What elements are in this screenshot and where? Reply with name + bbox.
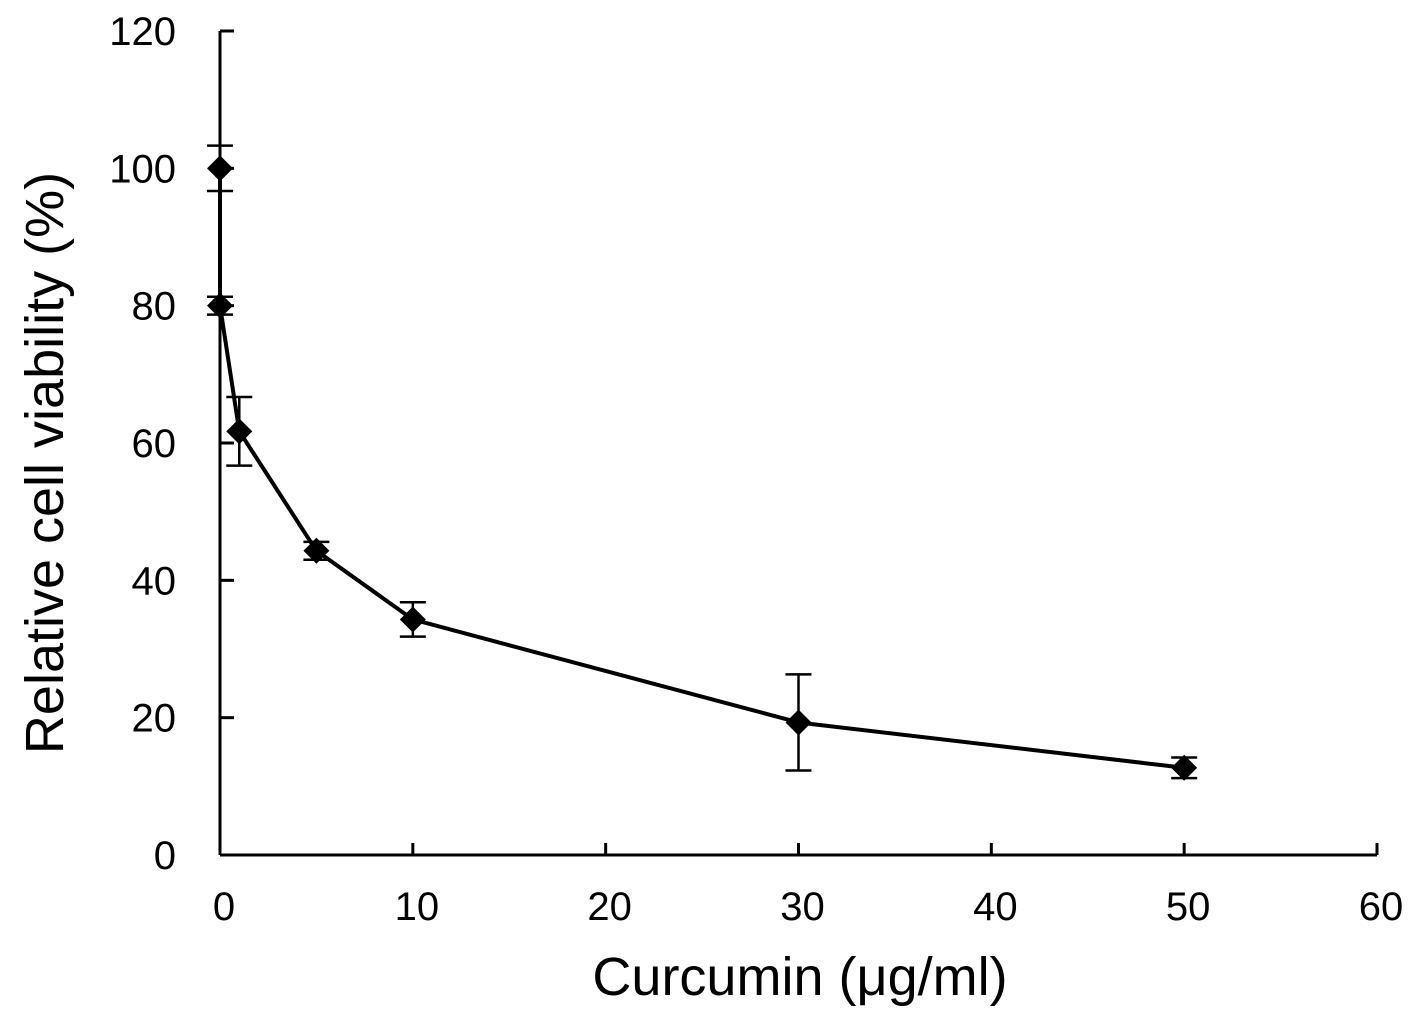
x-tick-label: 40 [973,885,1018,929]
data-point [1171,754,1198,781]
x-axis-title: Curcumin (μg/ml) [592,947,1007,1007]
y-tick-label: 0 [154,834,176,878]
y-tick-label: 20 [132,697,177,741]
y-tick-label: 60 [132,422,177,466]
data-point [226,418,253,445]
series-line-group [218,168,1185,770]
x-tick-label: 50 [1166,885,1211,929]
error-bars [207,144,1198,780]
series-line [218,168,1185,770]
x-tick-label: 0 [213,885,235,929]
x-tick-label: 20 [587,885,632,929]
data-point [303,537,330,564]
y-axis-title: Relative cell viability (%) [15,172,75,754]
markers [207,155,1198,781]
data-point [399,606,426,633]
data-point [207,155,233,182]
y-tick-label: 120 [109,10,176,54]
x-tick-label: 60 [1359,885,1404,929]
x-tick-label: 30 [780,885,825,929]
x-tick-label: 10 [395,885,440,929]
data-point [785,709,812,736]
axes: 0 20 40 60 80 100 120 0 10 20 30 40 50 60 [109,10,1403,929]
y-tick-label: 40 [132,559,177,603]
y-tick-label: 80 [132,285,177,329]
y-tick-label: 100 [109,147,176,191]
data-point [207,292,233,319]
